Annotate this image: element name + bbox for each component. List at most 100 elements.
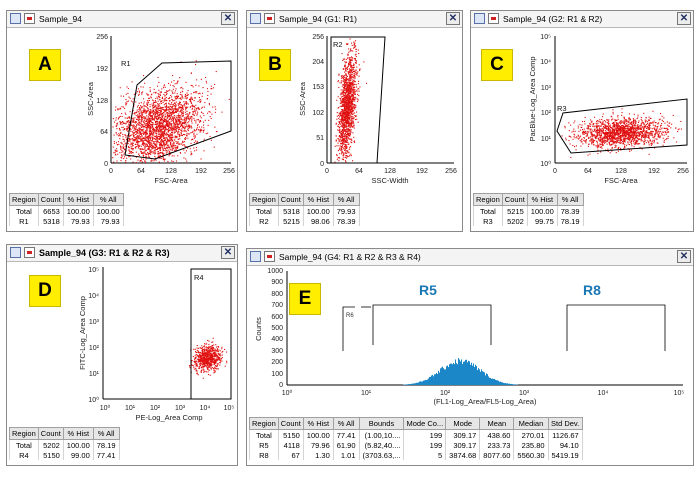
svg-text:102: 102	[312, 110, 324, 117]
svg-text:204: 204	[312, 59, 324, 66]
gate-r8-bracket[interactable]	[566, 304, 666, 351]
close-icon[interactable]: ✕	[221, 12, 235, 25]
x-tick: 64	[137, 168, 145, 175]
svg-text:153: 153	[312, 84, 324, 91]
x-tick: 256	[223, 168, 235, 175]
table-row: R4 5150 99.00 77.41	[9, 450, 120, 460]
y-axis-label: SSC-Area	[86, 81, 95, 116]
panel-e-badge: E	[289, 283, 321, 315]
y-tick: 256	[96, 34, 108, 41]
table-row: R5 4118 79.96 61.90 (5.82,40.... 199 309.17 233…	[249, 440, 583, 450]
table-row: R8 67 1.30 1.01 (3703.63,... 5 3874.68 8077.60 5…	[249, 450, 583, 460]
table-row: R2 5215 98.06 78.39	[249, 216, 360, 226]
svg-text:256: 256	[312, 34, 324, 41]
close-icon[interactable]: ✕	[446, 12, 460, 25]
panel-d-titlebar[interactable]: Sample_94 (G3: R1 & R2 & R3) ✕	[7, 245, 237, 262]
window-icon[interactable]	[250, 251, 261, 262]
y-tick: 192	[96, 66, 108, 73]
gate-label: R4	[194, 273, 204, 282]
window-icon[interactable]	[10, 247, 21, 258]
table-header-row: Region Count % Hist% All Bounds Mode Co...…	[249, 417, 583, 430]
histogram-bars	[403, 358, 518, 385]
y-ticks: 10⁰ 10¹ 10² 10³ 10⁴ 10⁵	[88, 267, 99, 404]
table-header-row: Region Count % Hist% All	[249, 193, 360, 206]
gate-label: R6	[346, 313, 354, 319]
panel-d: Sample_94 (G3: R1 & R2 & R3) ✕ R4 10⁰ 10…	[6, 244, 238, 466]
y-ticks: 0 51 102 153 204 256	[312, 34, 324, 168]
panel-c: Sample_94 (G2: R1 & R2) ✕ R3 10⁰ 10¹ 10²…	[470, 10, 694, 232]
y-axis-label: PacBlue-Log_Area Comp	[528, 56, 537, 141]
y-ticks: 10⁰ 10¹ 10² 10³ 10⁴ 10⁵	[540, 34, 551, 168]
svg-text:0: 0	[320, 161, 324, 168]
gate-r4-rectangle[interactable]	[190, 268, 232, 400]
region-label-r5: R5	[419, 282, 437, 298]
export-icon[interactable]	[488, 13, 499, 24]
panel-e-titlebar[interactable]: Sample_94 (G4: R1 & R2 & R3 & R4) ✕	[247, 249, 693, 266]
panel-e-title: Sample_94 (G4: R1 & R2 & R3 & R4)	[279, 252, 421, 262]
window-icon[interactable]	[474, 13, 485, 24]
x-ticks: 10⁰ 10¹ 10² 10³ 10⁴ 10⁵	[282, 389, 685, 397]
gate-r2-polygon[interactable]	[330, 36, 386, 164]
panel-c-titlebar[interactable]: Sample_94 (G2: R1 & R2) ✕	[471, 11, 693, 28]
y-ticks: 0 64 128 192 256	[96, 34, 108, 168]
panel-d-badge: D	[29, 275, 61, 307]
panel-b-plot[interactable]: R2 0 51 102 153 204 256 0 64 128 192 256…	[247, 27, 462, 199]
close-icon[interactable]: ✕	[221, 246, 235, 259]
y-ticks: 0 100 200 300 400 500 600 700 800 900 10…	[267, 268, 283, 389]
svg-text:64: 64	[355, 168, 363, 175]
x-tick: 0	[109, 168, 113, 175]
x-axis-label: PE-Log_Area Comp	[135, 413, 202, 422]
stats-table: Region Count % Hist% All Total 5202 100.00 7…	[9, 427, 120, 460]
svg-text:0: 0	[325, 168, 329, 175]
x-ticks: 10⁰ 10¹ 10² 10³ 10⁴ 10⁵	[100, 404, 235, 412]
export-icon[interactable]	[24, 13, 35, 24]
panel-c-title: Sample_94 (G2: R1 & R2)	[503, 14, 603, 24]
y-tick: 64	[100, 129, 108, 136]
x-ticks: 0 64 128 192 256	[109, 168, 235, 175]
stats-table: Region Count % Hist% All Total 6653 100.00 1…	[9, 193, 124, 226]
region-label-r8: R8	[583, 282, 601, 298]
panel-a-badge: A	[29, 49, 61, 81]
x-axis-label: (FL1-Log_Area/FL5-Log_Area)	[434, 397, 537, 406]
panel-b-title: Sample_94 (G1: R1)	[279, 14, 357, 24]
table-header-row: Region Count % Hist% All	[9, 193, 124, 206]
panel-c-plot[interactable]: R3 10⁰ 10¹ 10² 10³ 10⁴ 10⁵ 0 64 128 192 …	[471, 27, 693, 199]
x-tick: 128	[165, 168, 177, 175]
y-tick: 128	[96, 98, 108, 105]
panel-a-title: Sample_94	[39, 14, 83, 24]
panel-e-plot[interactable]: R6 R5 R8 0 100 200 300 400 500 600 700 8…	[247, 265, 693, 415]
close-icon[interactable]: ✕	[677, 250, 691, 263]
close-icon[interactable]: ✕	[677, 12, 691, 25]
x-axis-label: FSC-Area	[154, 176, 188, 185]
panel-b-titlebar[interactable]: Sample_94 (G1: R1) ✕	[247, 11, 462, 28]
table-row: R3 5202 99.75 78.19	[473, 216, 584, 226]
y-axis-label: Counts	[254, 317, 263, 341]
x-ticks: 0 64 128 192 256	[553, 168, 689, 175]
stats-table: Region Count % Hist% All Total 5318 100.00 7…	[249, 193, 360, 226]
scatter-dots	[112, 60, 230, 164]
export-icon[interactable]	[264, 13, 275, 24]
export-icon[interactable]	[24, 247, 35, 258]
scatter-dots	[189, 337, 228, 379]
gate-r1-polygon[interactable]	[124, 60, 232, 160]
export-icon[interactable]	[264, 251, 275, 262]
panel-e: Sample_94 (G4: R1 & R2 & R3 & R4) ✕ R6 R…	[246, 248, 694, 466]
window-icon[interactable]	[10, 13, 21, 24]
panel-a-plot[interactable]: R1 0 64 128 192 256 0 64 128 192 256 FSC…	[7, 27, 237, 199]
gate-r3-polygon[interactable]	[556, 98, 688, 154]
table-row: R1 5318 79.93 79.93	[9, 216, 124, 226]
table-row: Total 5318 100.00 79.93	[249, 205, 360, 216]
panel-d-plot[interactable]: R4 10⁰ 10¹ 10² 10³ 10⁴ 10⁵ 10⁰ 10¹ 10² 1…	[7, 261, 237, 433]
x-tick: 192	[195, 168, 207, 175]
window-icon[interactable]	[250, 13, 261, 24]
table-row: Total 6653 100.00 100.00	[9, 205, 124, 216]
x-axis-label: SSC-Width	[371, 176, 408, 185]
panel-a-titlebar[interactable]: Sample_94 ✕	[7, 11, 237, 28]
gate-label: R2	[333, 40, 343, 49]
panel-c-badge: C	[481, 49, 513, 81]
x-axis-label: FSC-Area	[604, 176, 638, 185]
gate-r6[interactable]: R6	[342, 306, 371, 351]
table-header-row: Region Count % Hist% All	[473, 193, 584, 206]
table-row: Total 5215 100.00 78.39	[473, 205, 584, 216]
gate-r5-bracket[interactable]	[372, 304, 492, 345]
